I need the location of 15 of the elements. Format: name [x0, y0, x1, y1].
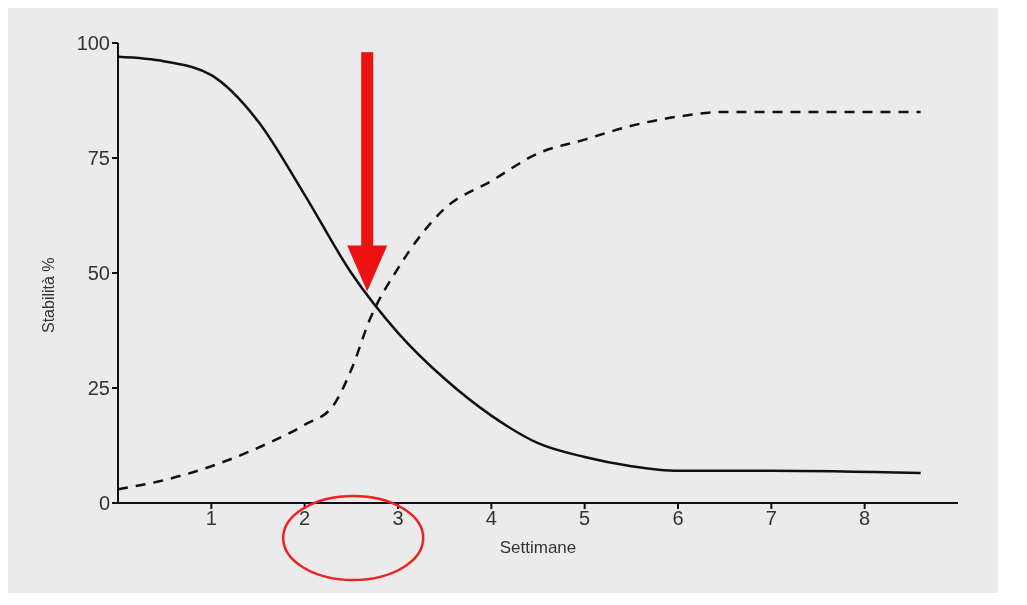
x-axis-title: Settimane [499, 538, 577, 558]
x-tick-label: 3 [392, 507, 404, 530]
y-tick-label: 50 [87, 262, 110, 285]
y-axis-title: Stabilità % [39, 257, 57, 333]
y-tick-label: 0 [98, 492, 110, 515]
x-tick-label: 6 [672, 507, 684, 530]
y-tick-label: 100 [76, 32, 110, 55]
x-tick-label: 8 [859, 507, 871, 530]
x-tick-label: 7 [765, 507, 777, 530]
y-tick-label: 25 [87, 377, 110, 400]
x-tick-label: 4 [485, 507, 497, 530]
x-tick-label: 5 [579, 507, 591, 530]
x-tick-label: 1 [205, 507, 217, 530]
y-tick-label: 75 [87, 147, 110, 170]
x-tick-label: 2 [299, 507, 311, 530]
